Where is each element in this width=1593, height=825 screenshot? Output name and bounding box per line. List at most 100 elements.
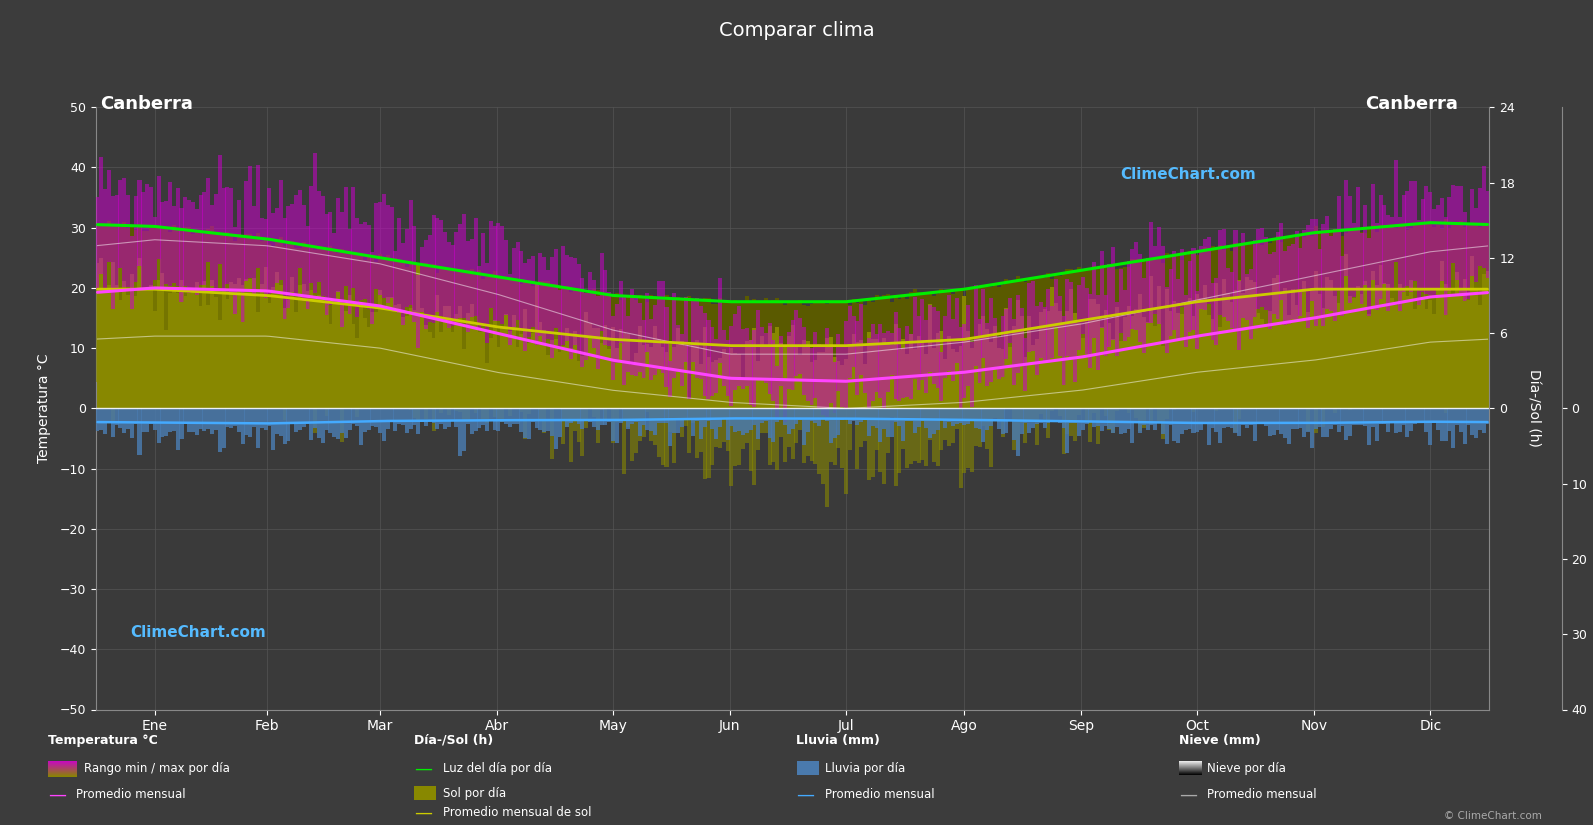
Bar	[409, 200, 413, 305]
Bar	[763, 332, 768, 383]
Bar	[503, 314, 508, 408]
Bar	[306, 291, 309, 408]
Bar	[336, 290, 339, 408]
Bar	[836, 391, 841, 448]
Bar	[916, 408, 921, 427]
Bar	[1290, 238, 1295, 408]
Bar	[413, 226, 416, 322]
Bar	[131, 226, 134, 408]
Bar	[1080, 271, 1085, 408]
Bar	[1397, 311, 1402, 404]
Bar	[718, 298, 722, 408]
Bar	[1080, 277, 1085, 334]
Bar	[1295, 305, 1298, 408]
Bar	[492, 321, 497, 417]
Bar	[1153, 408, 1157, 430]
Bar	[699, 299, 703, 408]
Bar	[973, 365, 978, 446]
Bar	[115, 195, 118, 288]
Bar	[104, 292, 107, 395]
Bar	[1257, 229, 1260, 309]
Bar	[924, 293, 929, 408]
Bar	[675, 297, 680, 408]
Bar	[382, 408, 386, 441]
Bar	[883, 408, 886, 484]
Bar	[393, 308, 397, 365]
Bar	[932, 308, 935, 384]
Bar	[768, 303, 771, 408]
Bar	[546, 408, 550, 431]
Bar	[295, 408, 298, 431]
Bar	[669, 397, 672, 431]
Bar	[252, 295, 256, 383]
Bar	[1188, 408, 1192, 429]
Bar	[801, 395, 806, 464]
Bar	[161, 273, 164, 408]
Bar	[397, 304, 401, 408]
Bar	[1279, 408, 1284, 434]
Bar	[790, 325, 795, 408]
Bar	[1131, 329, 1134, 410]
Bar	[1099, 328, 1104, 405]
Bar	[1405, 286, 1410, 382]
Bar	[986, 408, 989, 430]
Bar	[981, 290, 986, 357]
Bar	[1432, 296, 1435, 383]
Bar	[1112, 340, 1115, 433]
Bar	[134, 408, 137, 424]
Bar	[820, 351, 825, 408]
Bar	[1486, 191, 1489, 278]
Bar	[801, 328, 806, 395]
Bar	[749, 408, 752, 431]
Bar	[859, 340, 863, 408]
Bar	[454, 322, 459, 412]
Bar	[669, 299, 672, 408]
Bar	[558, 351, 562, 408]
Bar	[191, 234, 194, 408]
Bar	[1016, 408, 1020, 455]
Bar	[194, 232, 199, 408]
Bar	[970, 342, 973, 407]
Bar	[1074, 382, 1077, 441]
Bar	[749, 405, 752, 471]
Bar	[1088, 295, 1093, 368]
Bar	[339, 304, 344, 408]
Bar	[336, 252, 339, 408]
Bar	[164, 329, 169, 408]
Bar	[883, 333, 886, 408]
Bar	[1249, 280, 1252, 408]
Bar	[1233, 229, 1238, 331]
Bar	[1020, 316, 1024, 408]
Bar	[205, 305, 210, 408]
Bar	[538, 322, 543, 408]
Bar	[233, 408, 237, 426]
Bar	[680, 298, 683, 408]
Bar	[733, 314, 738, 390]
Bar	[1459, 220, 1462, 408]
Bar	[382, 306, 386, 408]
Bar	[894, 323, 897, 408]
Bar	[1222, 229, 1227, 317]
Bar	[244, 408, 249, 435]
Bar	[1085, 271, 1088, 408]
Bar	[744, 328, 749, 385]
Bar	[489, 408, 492, 421]
Bar	[573, 258, 577, 345]
Bar	[1429, 191, 1432, 295]
Bar	[328, 408, 333, 433]
Bar	[951, 408, 954, 426]
Bar	[1344, 233, 1348, 408]
Bar	[1467, 225, 1470, 408]
Bar	[894, 312, 897, 399]
Bar	[989, 298, 992, 382]
Bar	[672, 347, 675, 408]
Bar	[631, 365, 634, 408]
Bar	[1207, 315, 1211, 408]
Bar	[1478, 266, 1481, 345]
Bar	[347, 314, 352, 398]
Bar	[393, 258, 397, 408]
Bar	[1115, 307, 1120, 408]
Bar	[943, 359, 948, 408]
Bar	[828, 337, 833, 408]
Bar	[325, 251, 328, 408]
